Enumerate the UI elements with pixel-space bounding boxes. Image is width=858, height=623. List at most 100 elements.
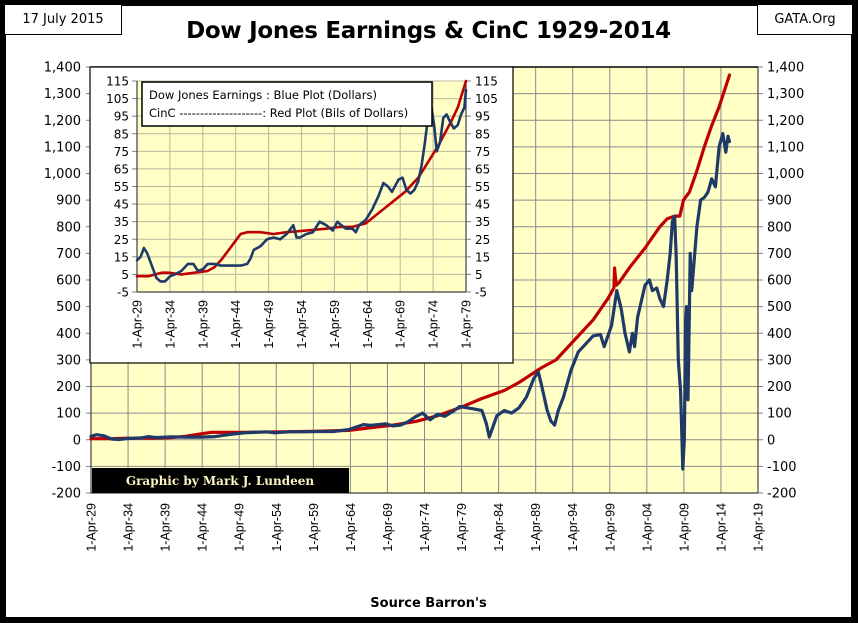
- legend-entry-cinc: CinC --------------------: Red Plot (Bil…: [149, 106, 408, 120]
- main-y-tick-label-left: 800: [56, 220, 81, 235]
- inset-y-tick-label-right: 85: [475, 127, 490, 141]
- main-x-tick-label: 1-Apr-69: [381, 503, 395, 552]
- inset-y-tick-label-left: 75: [114, 145, 129, 159]
- source-label: Source Barron's: [370, 596, 487, 611]
- credit-box: Graphic by Mark J. Lundeen: [92, 468, 349, 493]
- inset-y-tick-label-right: -5: [475, 286, 487, 300]
- main-y-tick-label-right: 1,400: [767, 61, 804, 76]
- main-x-tick-label: 1-Apr-19: [752, 503, 766, 552]
- main-x-tick-label: 1-Apr-14: [714, 503, 728, 552]
- main-y-tick-label-left: 300: [56, 353, 81, 368]
- main-y-tick-label-left: 600: [56, 274, 81, 289]
- inset-y-tick-label-right: 65: [475, 162, 490, 176]
- main-x-tick-label: 1-Apr-79: [455, 503, 469, 552]
- inset-x-tick-label: 1-Apr-64: [361, 300, 375, 349]
- inset-x-tick-label: 1-Apr-54: [295, 300, 309, 349]
- main-cinc-line: [89, 73, 732, 441]
- inset-y-tick-label-right: 115: [475, 75, 498, 89]
- credit-text: Graphic by Mark J. Lundeen: [126, 474, 315, 488]
- main-y-tick-label-left: 1,300: [44, 87, 81, 102]
- inset-y-tick-label-left: 115: [106, 75, 129, 89]
- credit-background: [92, 468, 349, 493]
- main-x-tick-label: 1-Apr-49: [233, 503, 247, 552]
- inset-x-tick-label: 1-Apr-39: [196, 300, 210, 349]
- site-label: GATA.Org: [757, 4, 853, 35]
- inset-x-tick-label: 1-Apr-34: [163, 300, 177, 349]
- chart-canvas: -200 -200 -100 -100 0 0 100 100 200 200 300 300 400 4…: [44, 61, 804, 552]
- chart-page: -200 -200 -100 -100 0 0 100 100 200 200 300 300 400 4…: [4, 4, 853, 617]
- main-y-tick-label-right: 0: [767, 433, 775, 448]
- main-y-tick-label-right: 900: [767, 194, 792, 209]
- main-y-tick-label-right: 300: [767, 353, 792, 368]
- main-y-tick-label-right: 800: [767, 220, 792, 235]
- inset-y-tick-label-right: 105: [475, 92, 498, 106]
- main-y-tick-label-left: 400: [56, 327, 81, 342]
- main-y-tick-label-right: 500: [767, 300, 792, 315]
- main-y-tick-label-left: 1,000: [44, 167, 81, 182]
- main-y-tick-label-left: 1,200: [44, 114, 81, 129]
- inset-y-tick-label-right: 95: [475, 110, 490, 124]
- inset-y-tick-label-right: 45: [475, 198, 490, 212]
- main-y-tick-label-right: 1,200: [767, 114, 804, 129]
- inset-y-tick-label-right: 55: [475, 180, 490, 194]
- main-y-tick-label-left: 1,400: [44, 61, 81, 76]
- inset-y-tick-label-left: 105: [106, 92, 129, 106]
- inset-y-tick-label-left: 45: [114, 198, 129, 212]
- inset-x-tick-label: 1-Apr-49: [262, 300, 276, 349]
- main-x-tick-label: 1-Apr-84: [492, 503, 506, 552]
- chart-title: Dow Jones Earnings & CinC 1929-2014: [186, 18, 671, 44]
- main-x-tick-label: 1-Apr-94: [566, 503, 580, 552]
- inset-x-tick-label: 1-Apr-79: [460, 300, 474, 349]
- main-y-tick-label-right: 700: [767, 247, 792, 262]
- inset-y-tick-label-left: 85: [114, 127, 129, 141]
- main-y-tick-label-right: 600: [767, 274, 792, 289]
- inset-x-tick-label: 1-Apr-44: [229, 300, 243, 349]
- inset-y-tick-label-right: 75: [475, 145, 490, 159]
- main-y-tick-label-right: 1,100: [767, 140, 804, 155]
- main-y-tick-label-left: -200: [51, 487, 81, 502]
- main-x-tick-label: 1-Apr-74: [418, 503, 432, 552]
- main-y-tick-label-left: 200: [56, 380, 81, 395]
- main-x-tick-label: 1-Apr-99: [603, 503, 617, 552]
- inset-cinc-line: [135, 79, 468, 278]
- main-x-tick-label: 1-Apr-44: [196, 503, 210, 552]
- inset-y-tick-label-left: 25: [114, 233, 129, 247]
- inset-y-tick-label-left: 35: [114, 215, 129, 229]
- main-x-tick-label: 1-Apr-29: [85, 503, 99, 552]
- inset-y-tick-label-left: 65: [114, 162, 129, 176]
- main-y-tick-label-left: -100: [51, 460, 81, 475]
- main-earnings-line: [89, 131, 732, 471]
- main-y-tick-label-right: 1,300: [767, 87, 804, 102]
- inset-y-tick-label-left: 95: [114, 110, 129, 124]
- legend-box: [141, 81, 433, 127]
- main-y-tick-label-right: -200: [767, 487, 797, 502]
- inset-y-tick-label-left: -5: [117, 286, 129, 300]
- main-x-tick-label: 1-Apr-59: [307, 503, 321, 552]
- inset-x-tick-label: 1-Apr-29: [131, 300, 145, 349]
- main-x-tick-label: 1-Apr-04: [640, 503, 654, 552]
- inset-y-tick-label-right: 35: [475, 215, 490, 229]
- main-y-tick-label-left: 700: [56, 247, 81, 262]
- main-y-tick-label-right: 1,000: [767, 167, 804, 182]
- inset-y-tick-label-left: 55: [114, 180, 129, 194]
- inset-x-tick-label: 1-Apr-74: [427, 300, 441, 349]
- main-y-tick-label-left: 100: [56, 407, 81, 422]
- inset-y-tick-label-left: 5: [121, 268, 129, 282]
- main-y-tick-label-right: 200: [767, 380, 792, 395]
- main-y-tick-label-right: 400: [767, 327, 792, 342]
- main-x-tick-label: 1-Apr-09: [677, 503, 691, 552]
- main-y-tick-label-left: 1,100: [44, 140, 81, 155]
- inset-y-tick-label-right: 5: [475, 268, 483, 282]
- main-x-tick-label: 1-Apr-89: [529, 503, 543, 552]
- inset-x-tick-label: 1-Apr-59: [328, 300, 342, 349]
- inset-y-tick-label-right: 25: [475, 233, 490, 247]
- inset-y-tick-label-left: 15: [114, 250, 129, 264]
- inset-x-tick-label: 1-Apr-69: [394, 300, 408, 349]
- main-x-tick-label: 1-Apr-39: [159, 503, 173, 552]
- main-x-tick-label: 1-Apr-54: [270, 503, 284, 552]
- main-x-tick-label: 1-Apr-64: [344, 503, 358, 552]
- main-x-tick-label: 1-Apr-34: [122, 503, 136, 552]
- main-y-tick-label-right: -100: [767, 460, 797, 475]
- main-y-tick-label-left: 900: [56, 194, 81, 209]
